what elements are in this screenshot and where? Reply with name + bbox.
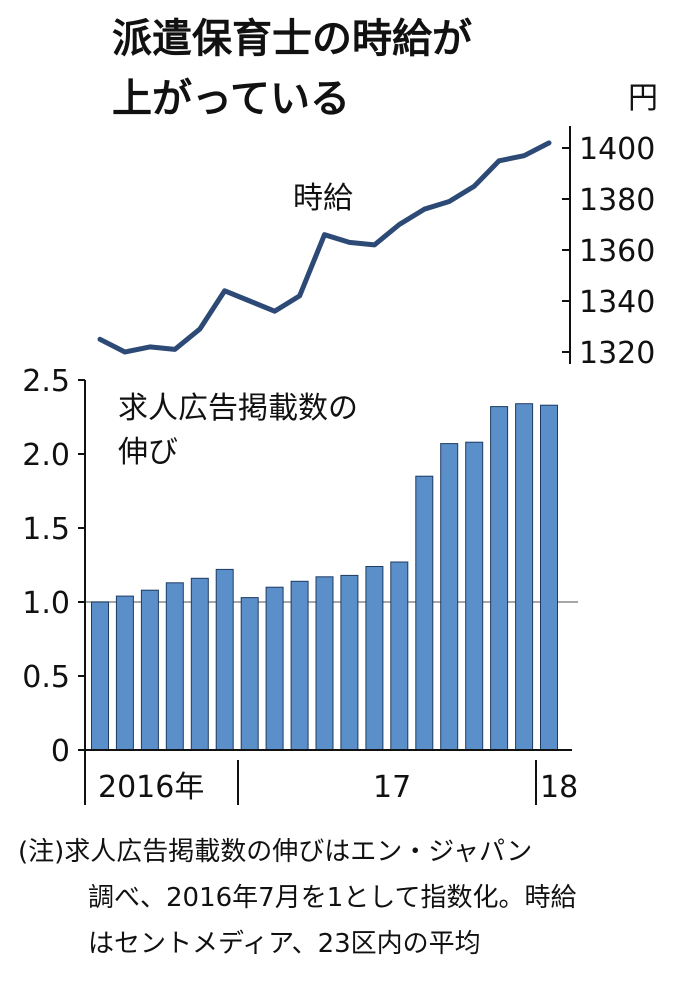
x-label-2016: 2016年 [98, 770, 204, 805]
job-ad-bar [340, 574, 359, 751]
job-ad-bar [115, 595, 134, 751]
job-ad-bar [315, 576, 334, 751]
job-ad-bar [515, 403, 534, 751]
note-line-2: 調べ、2016年7月を1として指数化。時給 [88, 883, 576, 913]
hourly-wage-tick-label: 1320 [579, 336, 655, 371]
hourly-wage-line [97, 140, 552, 355]
job-ad-bar [165, 582, 184, 751]
hourly-wage-series-label: 時給 [293, 181, 353, 216]
job-ad-ticks: 2.5 2.0 1.5 1.0 0.5 0 [22, 364, 85, 769]
job-ad-tick-label: 1.0 [22, 586, 70, 621]
job-ad-tick-label: 1.5 [22, 512, 70, 547]
hourly-wage-tick-label: 1340 [579, 285, 655, 320]
hourly-wage-tick-label: 1400 [579, 132, 655, 167]
job-ad-bar [465, 441, 484, 751]
hourly-wage-tick-label: 1380 [579, 183, 655, 218]
job-ad-tick-label: 0.5 [22, 660, 70, 695]
job-ad-series-label-line-1: 求人広告掲載数の [118, 391, 358, 426]
job-ad-tick-label: 2.0 [22, 438, 70, 473]
job-ad-series-label-line-2: 伸び [118, 435, 178, 470]
hourly-wage-unit: 円 [628, 81, 658, 116]
chart-title-line-1: 派遣保育士の時給が [112, 16, 472, 62]
job-ad-bars [91, 403, 558, 751]
job-ad-tick-label: 2.5 [22, 364, 70, 399]
hourly-wage-tick-label: 1360 [579, 234, 655, 269]
hourly-wage-chart: 円 1400 1380 1360 1340 1320 時給 [97, 81, 658, 371]
job-ad-bar [91, 601, 109, 751]
note-line-1: (注)求人広告掲載数の伸びはエン・ジャパン [18, 837, 532, 867]
job-ad-bar [365, 566, 384, 751]
job-ad-bar [415, 475, 434, 751]
job-ad-bar [240, 597, 259, 751]
job-ad-bar [140, 589, 159, 751]
job-ad-bar [440, 443, 459, 751]
job-ad-bar [290, 580, 309, 751]
job-ad-bar [190, 577, 209, 751]
note-line-3: はセントメディア、23区内の平均 [88, 929, 481, 959]
job-ad-bar [390, 561, 409, 751]
hourly-wage-ticks: 1400 1380 1360 1340 1320 [562, 132, 655, 371]
chart-title-line-2: 上がっている [112, 76, 350, 122]
x-label-17: 17 [373, 770, 411, 805]
x-label-18: 18 [540, 770, 578, 805]
job-ad-bar [265, 586, 284, 751]
job-ad-bar [490, 406, 509, 751]
job-ad-bar [215, 568, 234, 751]
job-ad-index-chart: 求人広告掲載数の 伸び 2.5 2.0 1.5 1.0 0.5 0 2016年 17 18 [22, 364, 578, 805]
job-ad-tick-label: 0 [51, 734, 70, 769]
job-ad-bar [540, 404, 558, 751]
